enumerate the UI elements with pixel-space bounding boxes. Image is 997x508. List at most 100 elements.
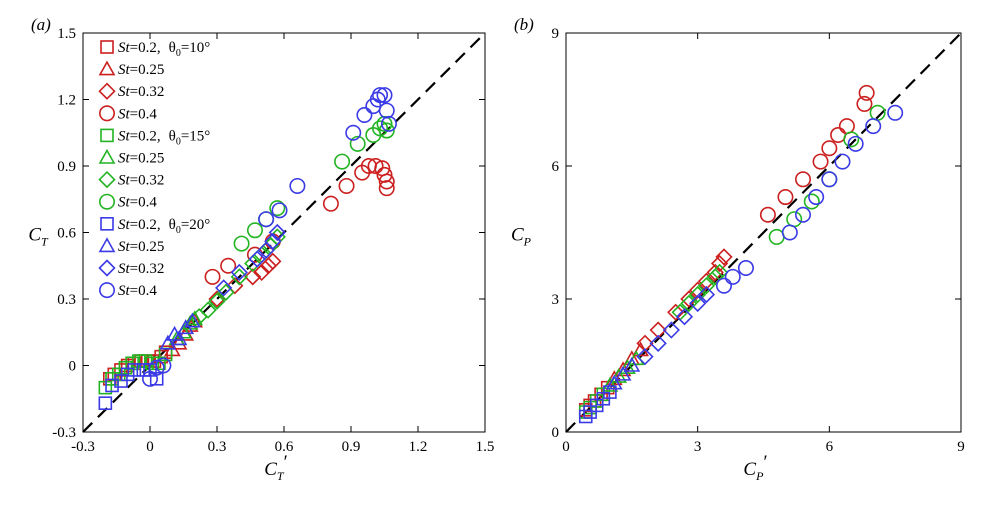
chart-a-data-point [244, 268, 262, 286]
chart-a-legend-marker [98, 148, 116, 164]
chart-a-legend-marker [98, 60, 116, 76]
chart-a-y-tick-label: -0.3 [52, 425, 76, 441]
chart-b-data-point [614, 365, 632, 381]
chart-b-data-point [847, 135, 864, 152]
chart-b-x-tick-label: 6 [826, 439, 834, 455]
chart-b-y-tick-label: 0 [552, 425, 560, 441]
chart-a-data-point [367, 158, 384, 175]
chart-a-data-point [268, 228, 286, 246]
chart-b-series-10 [636, 285, 716, 366]
chart-b-data-point [603, 385, 617, 399]
chart-b-data-point [689, 285, 707, 304]
chart-b-data-point [858, 84, 875, 101]
chart-a-data-point [349, 135, 366, 152]
chart-a-series-9 [159, 312, 201, 350]
chart-a-legend-marker [98, 237, 116, 253]
chart-a-legend-value: =0.4 [130, 195, 158, 211]
chart-a-data-point [376, 87, 393, 104]
chart-a-x-tick-label: 1.5 [476, 439, 495, 455]
chart-a-legend-theta: θ [169, 40, 176, 56]
chart-a-y-axis-label-sub: T [41, 235, 49, 249]
chart-a-data-point [378, 180, 395, 197]
chart-a-legend-st: St [118, 84, 131, 100]
chart-a-data-point [334, 153, 351, 170]
chart-a-legend-value: =0.2, [130, 128, 161, 144]
chart-b-data-point [680, 294, 698, 313]
chart-a-y-tick-label: 0.6 [57, 226, 76, 242]
chart-b-data-point [680, 290, 698, 308]
chart-a-data-point [215, 279, 233, 297]
chart-a-legend-theta: θ [169, 217, 176, 233]
chart-b-y-axis-label: CP [511, 225, 532, 249]
chart-a-legend-label: St=0.25 [118, 151, 164, 167]
chart-a-legend-marker [99, 105, 116, 122]
chart-b-data-point [619, 359, 636, 375]
chart-b-data-point [803, 193, 820, 210]
chart-b-data-point [808, 189, 825, 206]
chart-b-data-point [724, 268, 741, 285]
chart-a-legend-marker [99, 193, 116, 210]
chart-a-series-10 [215, 223, 286, 297]
chart-a-legend-label: St=0.25 [118, 239, 164, 255]
chart-a-data-point [378, 102, 395, 119]
chart-a-data-point [289, 177, 306, 194]
chart-b-data-point [605, 374, 623, 390]
chart-a: -0.3 0 0.3 0.6 0.9 1.2 1.5 -0.3 0 0.3 0.6 0.9 1.2 1.5… [28, 15, 494, 483]
chart-a-data-point [271, 202, 288, 219]
chart-b-data-point [715, 277, 732, 294]
chart-a-legend-label: St=0.4 [118, 195, 157, 211]
chart-a-series-3 [204, 158, 395, 285]
chart-b-plot-frame [565, 32, 962, 433]
chart-a-data-point [269, 200, 286, 217]
chart-a-y-tick-label: 1.2 [57, 93, 76, 109]
chart-b-y-tick-label: 3 [552, 292, 560, 308]
chart-a-data-point [372, 87, 389, 104]
chart-b-data-point [636, 348, 654, 366]
chart-b-data-point [737, 259, 754, 276]
chart-a-x-axis-label: CT′ [264, 452, 288, 483]
chart-b-panel-label: (b) [514, 15, 534, 34]
chart-a-legend-theta-value: =20° [181, 217, 210, 233]
chart-b-data-point [649, 334, 667, 352]
chart-b-data-point [689, 281, 707, 299]
chart-a-data-point [248, 250, 266, 268]
chart-a-data-point [230, 263, 248, 282]
chart-a-legend-value: =0.32 [130, 261, 165, 277]
chart-a-legend-marker [100, 40, 114, 54]
chart-a-legend-value: =0.2, [130, 217, 161, 233]
chart-a-legend-theta-value: =15° [181, 128, 210, 144]
chart-a-data-point [372, 120, 389, 137]
chart-a-series-11 [142, 87, 397, 387]
chart-b-y-axis-label-sub: P [523, 235, 532, 249]
chart-a-legend-st: St [118, 261, 131, 277]
chart-a-data-point [233, 235, 250, 252]
chart-a-data-point [322, 195, 339, 212]
chart-a-data-point [246, 222, 263, 239]
chart-a-x-tick-label: 0.9 [342, 439, 361, 455]
chart-b-data-point [843, 131, 860, 148]
chart-b-data-point [830, 126, 847, 143]
chart-a-legend-label: St=0.25 [118, 62, 164, 78]
chart-a-legend-value: =0.25 [130, 62, 165, 78]
chart-a-data-point [184, 312, 201, 328]
chart-b-data-point [710, 254, 729, 273]
chart-a-y-axis-label-base: C [28, 225, 41, 246]
chart-b-data-point [777, 189, 794, 206]
chart-a-legend-label: St=0.4 [118, 283, 157, 299]
chart-a-legend-value: =0.4 [130, 283, 158, 299]
chart-b-data-point [706, 268, 724, 286]
chart-a-data-point [253, 263, 271, 282]
chart-b-series-6 [671, 263, 729, 321]
chart-a-data-point [149, 371, 164, 386]
chart-b-data-point [610, 367, 628, 383]
chart-b-x-tick-label: 9 [957, 439, 965, 455]
chart-a-legend-label: St=0.32 [118, 261, 164, 277]
chart-a-legend-marker [98, 170, 116, 189]
chart-b-data-point [623, 356, 641, 372]
chart-a-data-point [148, 359, 165, 376]
chart-a-legend-theta-sub: 0 [176, 136, 181, 147]
chart-a-data-point [338, 177, 355, 194]
chart-a-x-tick-label: -0.3 [71, 439, 95, 455]
chart-b-x-axis-label: CP′ [743, 452, 767, 483]
